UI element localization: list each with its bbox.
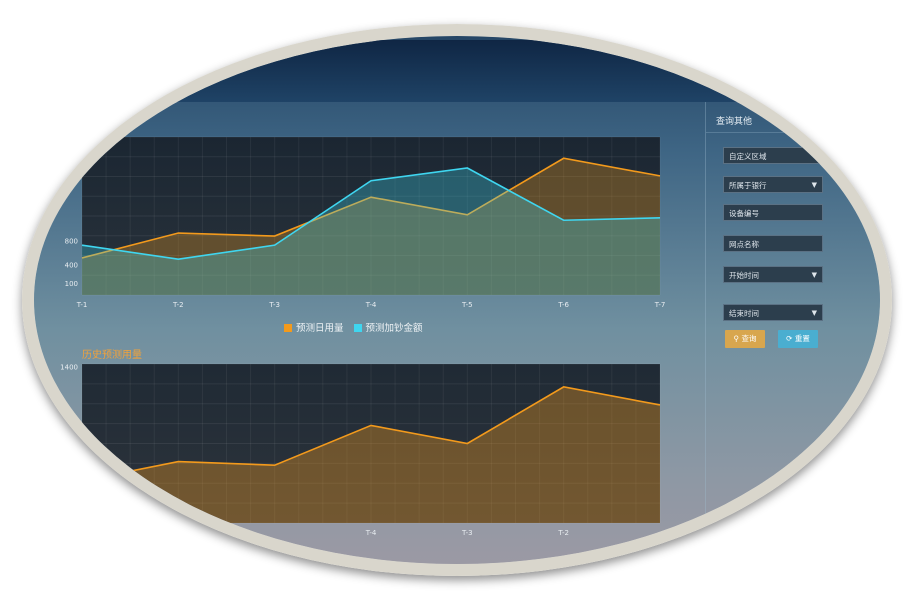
field-placeholder: 结束时间 xyxy=(729,309,759,318)
legend-swatch xyxy=(353,324,362,332)
device-id-input[interactable]: 设备编号 xyxy=(723,204,823,221)
x-tick-label: T-4 xyxy=(365,301,377,309)
caret-down-icon: ▼ xyxy=(811,271,817,279)
x-tick-label: T-3 xyxy=(268,301,280,309)
search-icon: ⚲ xyxy=(733,334,740,343)
dashboard: T-1 T-2 T-3 T-4 T-5 T-6 T-7 100 400 800 T-4 T-3 T-2 1… xyxy=(34,36,880,564)
field-placeholder: 所属于银行 xyxy=(729,181,767,190)
series-line-1 xyxy=(81,167,661,260)
y-tick-label: 1400 xyxy=(60,363,78,371)
series-line-0 xyxy=(81,157,661,259)
series-area-1 xyxy=(82,167,660,295)
y-tick-label: 400 xyxy=(65,262,78,270)
field-placeholder: 自定义区域 xyxy=(729,152,767,161)
legend-item-0[interactable]: 预测日用量 xyxy=(284,320,344,334)
series-area-0 xyxy=(82,386,660,523)
legend-item-1[interactable]: 预测加钞金额 xyxy=(353,320,423,334)
caret-down-icon: ▼ xyxy=(811,181,817,189)
y-tick-label: 100 xyxy=(65,280,78,288)
x-tick-label: T-4 xyxy=(365,529,377,537)
start-time-select[interactable]: 开始时间 ▼ xyxy=(723,266,823,283)
x-tick-label: T-5 xyxy=(461,301,473,309)
refresh-icon: ⟳ xyxy=(786,334,793,343)
field-placeholder: 开始时间 xyxy=(729,271,759,280)
button-label: 重置 xyxy=(794,334,810,343)
end-time-select[interactable]: 结束时间 ▼ xyxy=(723,304,823,321)
charts: T-1 T-2 T-3 T-4 T-5 T-6 T-7 100 400 800 T-4 T-3 T-2 1… xyxy=(60,136,666,537)
button-label: 查询 xyxy=(741,334,757,343)
bank-select[interactable]: 所属于银行 ▼ xyxy=(723,176,823,193)
chart2-title: 历史预测用量 xyxy=(82,350,142,361)
sidebar-title: 查询其他 xyxy=(716,117,753,127)
plot-area xyxy=(82,364,660,523)
branch-name-input[interactable]: 网点名称 xyxy=(723,235,823,252)
series-line-0 xyxy=(81,386,661,482)
divider xyxy=(706,132,880,133)
query-button[interactable]: ⚲ 查询 xyxy=(725,330,765,348)
field-placeholder: 设备编号 xyxy=(729,209,759,218)
oval-frame: T-1 T-2 T-3 T-4 T-5 T-6 T-7 100 400 800 T-4 T-3 T-2 1… xyxy=(22,24,892,576)
chart1-legend: 预测日用量 预测加钞金额 xyxy=(284,320,423,334)
legend-label: 预测日用量 xyxy=(296,323,344,334)
top-bar xyxy=(34,40,880,102)
legend-label: 预测加钞金额 xyxy=(365,323,423,334)
series-area-0 xyxy=(82,158,660,295)
query-sidebar: 查询其他 自定义区域 所属于银行 ▼ 设备编号 网点名称 开始时间 ▼ 结束时间 ▼ … xyxy=(705,102,880,564)
x-tick-label: T-3 xyxy=(461,529,473,537)
field-placeholder: 网点名称 xyxy=(729,240,759,249)
x-tick-label: T-2 xyxy=(557,529,569,537)
x-tick-label: T-1 xyxy=(76,301,88,309)
y-tick-label: 800 xyxy=(65,237,78,245)
reset-button[interactable]: ⟳ 重置 xyxy=(778,330,818,348)
legend-swatch xyxy=(284,324,292,332)
caret-down-icon: ▼ xyxy=(811,309,817,317)
plot-area xyxy=(82,137,660,295)
x-tick-label: T-7 xyxy=(654,301,666,309)
x-tick-label: T-6 xyxy=(557,301,569,309)
x-tick-label: T-2 xyxy=(172,301,184,309)
custom-region-input[interactable]: 自定义区域 xyxy=(723,147,823,164)
